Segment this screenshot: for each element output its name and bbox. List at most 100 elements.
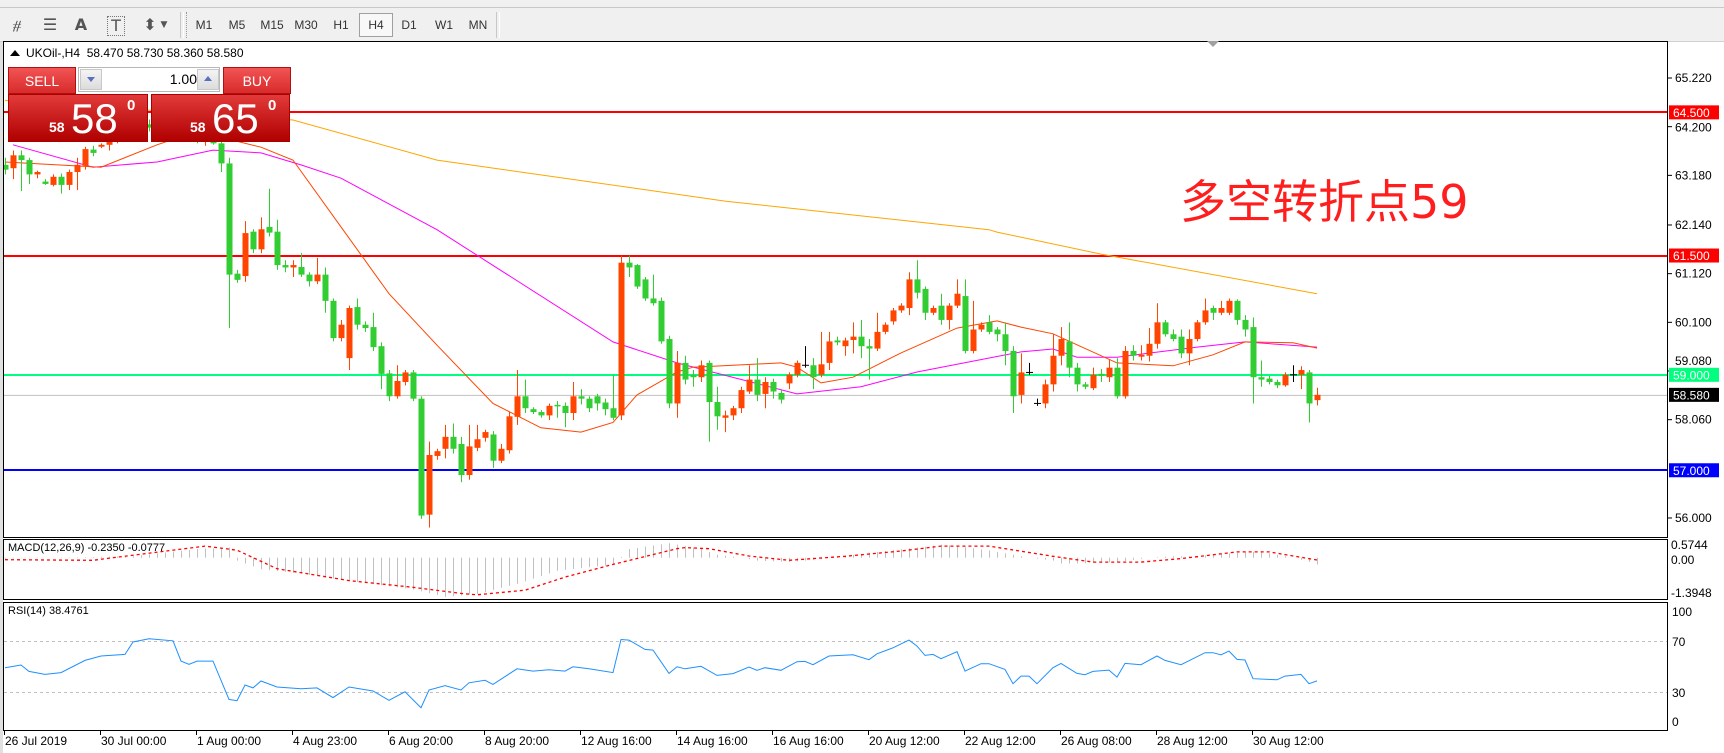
candle-body[interactable] xyxy=(362,324,369,329)
candle-body[interactable] xyxy=(1018,372,1025,395)
timeframe-mn-button[interactable]: MN xyxy=(468,18,488,32)
candle-body[interactable] xyxy=(274,231,281,266)
candle-body[interactable] xyxy=(1218,308,1225,313)
candle-body[interactable] xyxy=(610,408,617,418)
candle-body[interactable] xyxy=(1010,350,1017,397)
candle-body[interactable] xyxy=(418,398,425,516)
candle-body[interactable] xyxy=(530,409,537,413)
candle-body[interactable] xyxy=(378,346,385,374)
candle-body[interactable] xyxy=(786,374,793,384)
candle-body[interactable] xyxy=(978,324,985,330)
candle-body[interactable] xyxy=(1306,372,1313,404)
candle-body[interactable] xyxy=(1098,373,1105,376)
candle-body[interactable] xyxy=(1178,336,1185,354)
candle-body[interactable] xyxy=(818,364,825,375)
timeframe-h4-button[interactable]: H4 xyxy=(359,13,393,37)
candle-body[interactable] xyxy=(762,381,769,394)
candle-body[interactable] xyxy=(266,226,273,233)
candle-body[interactable] xyxy=(834,340,841,343)
candle-body[interactable] xyxy=(474,439,481,448)
collapse-triangle-icon[interactable] xyxy=(10,50,20,56)
lot-increase-button[interactable] xyxy=(197,69,219,90)
candle-body[interactable] xyxy=(58,176,65,185)
candle-body[interactable] xyxy=(370,327,377,348)
candle-body[interactable] xyxy=(618,262,625,416)
candle-body[interactable] xyxy=(90,149,97,153)
candle-body[interactable] xyxy=(1170,334,1177,340)
candle-body[interactable] xyxy=(914,279,921,293)
candle-body[interactable] xyxy=(1274,381,1281,386)
candle-body[interactable] xyxy=(1162,322,1169,335)
candle-body[interactable] xyxy=(1066,341,1073,368)
candle-body[interactable] xyxy=(754,379,761,395)
candle-body[interactable] xyxy=(1258,377,1265,380)
candle-body[interactable] xyxy=(1250,327,1257,378)
candle-body[interactable] xyxy=(722,415,729,418)
candle-body[interactable] xyxy=(10,155,17,169)
candle-body[interactable] xyxy=(666,339,673,404)
candle-body[interactable] xyxy=(3,164,9,170)
candle-body[interactable] xyxy=(554,404,561,407)
candle-body[interactable] xyxy=(1058,339,1065,356)
candle-body[interactable] xyxy=(1226,300,1233,313)
candle-body[interactable] xyxy=(794,362,801,375)
lot-decrease-button[interactable] xyxy=(80,69,102,90)
candle-body[interactable] xyxy=(898,305,905,311)
candle-body[interactable] xyxy=(906,279,913,309)
timeframe-m15-button[interactable]: M15 xyxy=(260,18,284,32)
candle-body[interactable] xyxy=(1042,384,1049,404)
candle-body[interactable] xyxy=(426,454,433,515)
candle-body[interactable] xyxy=(306,274,313,282)
candle-body[interactable] xyxy=(298,266,305,275)
chart-shift-marker-icon[interactable] xyxy=(1207,41,1219,47)
candle-body[interactable] xyxy=(986,322,993,332)
candle-body[interactable] xyxy=(394,381,401,397)
candle-body[interactable] xyxy=(698,365,705,378)
timeframe-m5-button[interactable]: M5 xyxy=(228,18,246,32)
candle-body[interactable] xyxy=(938,305,945,320)
candle-body[interactable] xyxy=(1002,334,1009,351)
candle-body[interactable] xyxy=(890,310,897,322)
candle-body[interactable] xyxy=(354,307,361,325)
candle-body[interactable] xyxy=(882,324,889,332)
candle-body[interactable] xyxy=(1314,394,1321,401)
candle-body[interactable] xyxy=(1122,350,1129,397)
candle-body[interactable] xyxy=(338,324,345,339)
candle-body[interactable] xyxy=(970,329,977,351)
candle-body[interactable] xyxy=(642,279,649,299)
candle-body[interactable] xyxy=(258,229,265,250)
candle-body[interactable] xyxy=(290,265,297,268)
timeframe-h1-button[interactable]: H1 xyxy=(333,18,349,32)
candle-body[interactable] xyxy=(482,432,489,438)
candle-body[interactable] xyxy=(602,402,609,410)
candle-body[interactable] xyxy=(770,381,777,392)
candle-body[interactable] xyxy=(922,288,929,313)
candle-body[interactable] xyxy=(778,392,785,400)
candle-body[interactable] xyxy=(226,163,233,275)
candle-body[interactable] xyxy=(650,298,657,304)
candle-body[interactable] xyxy=(586,398,593,409)
candle-body[interactable] xyxy=(674,362,681,404)
candle-body[interactable] xyxy=(866,346,873,349)
candle-body[interactable] xyxy=(242,233,249,277)
candle-body[interactable] xyxy=(442,436,449,449)
candle-body[interactable] xyxy=(434,451,441,456)
candle-body[interactable] xyxy=(946,305,953,320)
candle-body[interactable] xyxy=(570,396,577,413)
candle-body[interactable] xyxy=(1106,367,1113,378)
candle-body[interactable] xyxy=(1074,367,1081,385)
candle-body[interactable] xyxy=(514,396,521,417)
candle-body[interactable] xyxy=(18,155,25,161)
candle-body[interactable] xyxy=(1194,322,1201,340)
candle-body[interactable] xyxy=(146,124,153,128)
candle-body[interactable] xyxy=(562,405,569,413)
candle-body[interactable] xyxy=(1050,355,1057,385)
candle-body[interactable] xyxy=(594,396,601,404)
candle-body[interactable] xyxy=(658,300,665,342)
candle-body[interactable] xyxy=(50,176,57,185)
candle-body[interactable] xyxy=(1234,300,1241,320)
candle-body[interactable] xyxy=(450,436,457,449)
candle-body[interactable] xyxy=(386,373,393,397)
candle-body[interactable] xyxy=(330,300,337,339)
candle-body[interactable] xyxy=(402,372,409,382)
